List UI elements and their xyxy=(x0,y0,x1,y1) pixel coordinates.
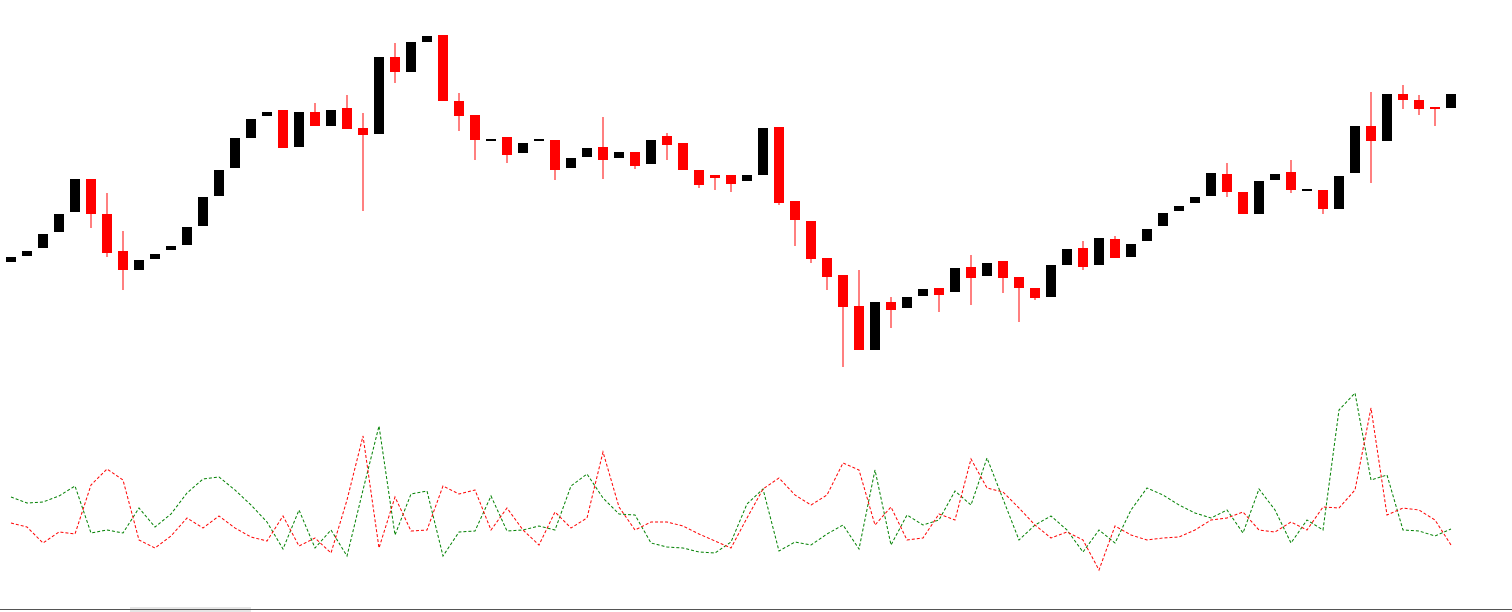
candle-body xyxy=(534,139,544,141)
candle-body xyxy=(70,179,80,212)
candle-body xyxy=(310,112,320,126)
candle-body xyxy=(998,261,1008,278)
candle-body xyxy=(982,263,992,276)
candle-body xyxy=(214,170,224,196)
candle-body xyxy=(118,251,128,270)
candle-body xyxy=(518,143,528,153)
candle-body xyxy=(662,136,672,145)
candle-body xyxy=(470,115,480,140)
candle-body xyxy=(38,234,48,248)
candle-body xyxy=(1062,249,1072,265)
candle-body xyxy=(870,302,880,350)
candle-body xyxy=(806,221,816,259)
candle-body xyxy=(1366,126,1376,141)
candle-body xyxy=(1398,94,1408,100)
candle-body xyxy=(22,251,32,256)
oscillator-line xyxy=(10,407,1452,572)
candle-body xyxy=(1190,197,1200,203)
candle-body xyxy=(1254,181,1264,214)
candle-body xyxy=(1334,176,1344,209)
candle-body xyxy=(1414,100,1424,109)
candle-body xyxy=(822,258,832,277)
candle-body xyxy=(1302,189,1312,191)
candle-body xyxy=(406,42,416,72)
candle-body xyxy=(134,260,144,270)
candle-body xyxy=(582,148,592,157)
oscillator-line xyxy=(10,391,1452,558)
candle-body xyxy=(1158,213,1168,226)
candle-body xyxy=(262,112,272,116)
candle-body xyxy=(1222,174,1232,192)
candle-body xyxy=(1142,229,1152,241)
candle-body xyxy=(454,101,464,116)
candle-body xyxy=(726,175,736,184)
candle-body xyxy=(1318,190,1328,209)
candle-body xyxy=(246,119,256,138)
candle-body xyxy=(182,227,192,245)
candle-body xyxy=(278,110,288,148)
candle-body xyxy=(614,152,624,158)
candle-body xyxy=(886,302,896,310)
candle-body xyxy=(1014,277,1024,288)
candle-body xyxy=(166,246,176,250)
candle-body xyxy=(598,147,608,160)
candle-body xyxy=(390,57,400,72)
candle-body xyxy=(486,139,496,141)
candle-body xyxy=(422,36,432,42)
candle-body xyxy=(710,175,720,178)
candle-body xyxy=(1046,265,1056,297)
candle-body xyxy=(966,267,976,278)
candle-body xyxy=(326,110,336,126)
candle-body xyxy=(1206,173,1216,196)
candle-body xyxy=(1286,172,1296,190)
candle-body xyxy=(550,140,560,170)
candle-body xyxy=(150,254,160,259)
candle-body xyxy=(1382,94,1392,141)
candle-body xyxy=(342,108,352,129)
candle-body xyxy=(678,143,688,170)
candle-body xyxy=(1174,206,1184,211)
candle-body xyxy=(1446,94,1456,108)
candle-body xyxy=(742,175,752,181)
candle-body xyxy=(1126,244,1136,257)
candle-body xyxy=(1094,238,1104,265)
candle-body xyxy=(1430,107,1440,109)
candle-body xyxy=(934,288,944,295)
candle-body xyxy=(838,275,848,307)
candle-body xyxy=(1238,192,1248,214)
candle-body xyxy=(902,297,912,308)
candle-body xyxy=(1350,126,1360,173)
candle-body xyxy=(358,128,368,135)
candle-body xyxy=(630,152,640,166)
candle-body xyxy=(86,179,96,214)
candle-body xyxy=(646,140,656,164)
candle-body xyxy=(1030,288,1040,298)
candle-body xyxy=(790,201,800,220)
candle-body xyxy=(54,214,64,232)
candle-body xyxy=(230,138,240,168)
candle-body xyxy=(566,158,576,168)
candle-body xyxy=(758,128,768,175)
candle-body xyxy=(294,112,304,147)
candle-body xyxy=(502,137,512,155)
candle-body xyxy=(1270,174,1280,180)
candle-body xyxy=(198,197,208,226)
candle-body xyxy=(1110,239,1120,258)
candle-body xyxy=(6,257,16,262)
candle-body xyxy=(1078,248,1088,267)
candle-body xyxy=(102,214,112,253)
candle-body xyxy=(854,306,864,350)
candle-body xyxy=(374,57,384,134)
candle-body xyxy=(918,289,928,296)
candle-body xyxy=(950,268,960,292)
candle-body xyxy=(774,127,784,203)
candle-body xyxy=(694,170,704,185)
candle-body xyxy=(438,35,448,101)
